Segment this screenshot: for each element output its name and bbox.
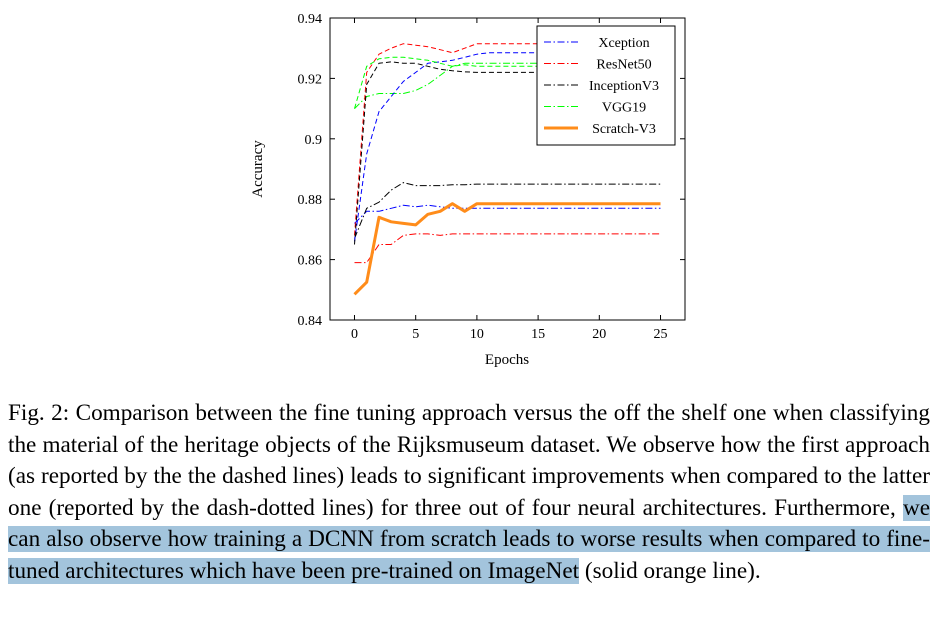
legend-label-resnet50: ResNet50 bbox=[596, 58, 651, 73]
x-tick-label: 10 bbox=[470, 327, 484, 342]
legend: Xception ResNet50 InceptionV3 VGG19 Scratch-… bbox=[536, 25, 676, 146]
x-tick-label: 20 bbox=[592, 327, 606, 342]
legend-label-xception: Xception bbox=[598, 36, 649, 51]
y-tick-label: 0.84 bbox=[298, 314, 323, 329]
legend-label-inceptionv3: InceptionV3 bbox=[589, 79, 659, 94]
legend-items: Xception ResNet50 InceptionV3 VGG19 Scratch-… bbox=[544, 36, 659, 137]
x-tick-label: 5 bbox=[412, 327, 419, 342]
y-tick-label: 0.92 bbox=[298, 72, 323, 87]
x-tick-label: 25 bbox=[654, 327, 668, 342]
caption-text: Fig. 2: Comparison between the fine tuni… bbox=[8, 400, 930, 521]
plot-frame bbox=[329, 17, 686, 321]
figure: 0 5 10 15 20 25 0.84 0.86 0.88 0.9 0.92 0.94 Epoch… bbox=[250, 12, 686, 368]
x-ticks: 0 5 10 15 20 25 bbox=[351, 18, 668, 342]
series-line-scratch-v3 bbox=[353, 202, 661, 296]
x-axis-label: Epochs bbox=[485, 352, 529, 368]
legend-label-vgg19: VGG19 bbox=[602, 101, 646, 116]
accuracy-chart: 0 5 10 15 20 25 0.84 0.86 0.88 0.9 0.92 0.94 Epoch… bbox=[250, 12, 686, 368]
series-line-inceptionv3 bbox=[354, 182, 661, 239]
figure-caption: Fig. 2: Comparison between the fine tuni… bbox=[8, 398, 930, 587]
legend-label-scratch-v3: Scratch-V3 bbox=[592, 122, 656, 137]
y-axis-label: Accuracy bbox=[250, 140, 266, 198]
caption-text-end: (solid orange line). bbox=[579, 557, 761, 584]
series-line-xception bbox=[354, 204, 661, 224]
series-line-vgg19 bbox=[354, 62, 661, 109]
y-tick-label: 0.88 bbox=[298, 193, 323, 208]
y-tick-label: 0.94 bbox=[298, 12, 323, 27]
y-tick-label: 0.9 bbox=[305, 133, 323, 148]
series-line-resnet50 bbox=[354, 233, 661, 264]
y-tick-label: 0.86 bbox=[298, 254, 323, 269]
x-tick-label: 15 bbox=[531, 327, 545, 342]
x-tick-label: 0 bbox=[351, 327, 358, 342]
y-ticks: 0.84 0.86 0.88 0.9 0.92 0.94 bbox=[298, 12, 685, 329]
caption-paragraph: Fig. 2: Comparison between the fine tuni… bbox=[8, 398, 930, 587]
